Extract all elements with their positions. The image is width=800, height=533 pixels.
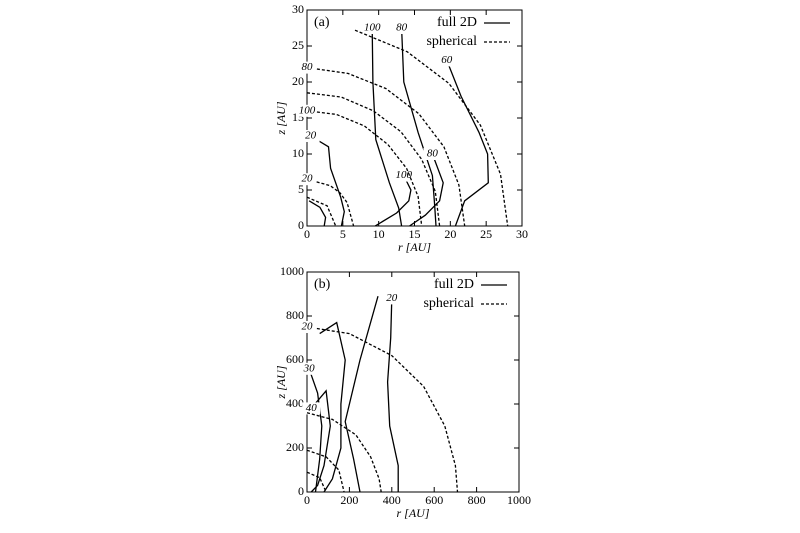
contour-label: 80 [427, 148, 439, 160]
y-tick-label: 0 [298, 484, 304, 498]
contour-label: 20 [302, 321, 314, 333]
contour-label: 20 [305, 130, 317, 142]
x-tick-label: 0 [304, 493, 310, 507]
y-tick-label: 0 [298, 218, 304, 232]
contour-line [306, 66, 466, 227]
contour-label: 60 [441, 54, 453, 66]
x-tick-label: 600 [425, 493, 443, 507]
contour-line [308, 368, 323, 493]
contour-line [310, 389, 331, 493]
contour-line [306, 449, 345, 493]
y-tick-label: 20 [292, 74, 304, 88]
contour-line [306, 110, 423, 227]
y-tick-label: 25 [292, 38, 304, 52]
panel-label: (a) [314, 15, 330, 30]
contour-label: 100 [299, 104, 316, 116]
contour-line [306, 412, 382, 493]
y-tick-label: 800 [286, 308, 304, 322]
contour-line [310, 135, 345, 227]
y-tick-label: 30 [292, 2, 304, 16]
contour-label-bg [301, 130, 320, 142]
contour-label-bg [298, 61, 316, 74]
contour-label: 100 [396, 169, 413, 181]
x-tick-label: 200 [340, 493, 358, 507]
contour-label-bg [423, 148, 442, 160]
x-tick-label: 25 [480, 227, 492, 241]
contour-line [400, 27, 437, 227]
y-tick-label: 200 [286, 440, 304, 454]
x-axis-label: r [AU] [398, 240, 431, 254]
legend-label: spherical [426, 34, 477, 49]
x-tick-label: 800 [468, 493, 486, 507]
contour-label-bg [298, 173, 316, 186]
contour-line [371, 27, 403, 227]
contour-label: 80 [396, 22, 408, 34]
contour-line [409, 153, 444, 227]
legend-label: spherical [423, 296, 474, 311]
contour-line [308, 200, 327, 227]
y-tick-label: 400 [286, 396, 304, 410]
x-tick-label: 400 [383, 493, 401, 507]
contour-label: 30 [303, 362, 316, 374]
legend-label: full 2D [437, 15, 477, 30]
y-tick-label: 600 [286, 352, 304, 366]
x-tick-label: 0 [304, 227, 310, 241]
contour-line [374, 175, 412, 227]
contour-line [306, 178, 355, 227]
contour-label: 20 [386, 292, 398, 304]
x-tick-label: 15 [409, 227, 421, 241]
contour-line [354, 29, 509, 227]
panel-label: (b) [314, 277, 331, 292]
contour-label: 20 [302, 173, 314, 185]
contour-label: 80 [302, 61, 314, 73]
legend-label: full 2D [434, 277, 474, 292]
contour-label-bg [382, 292, 401, 305]
y-tick-label: 10 [292, 146, 304, 160]
contour-label-bg [298, 104, 316, 117]
x-tick-label: 5 [340, 227, 346, 241]
y-tick-label: 1000 [280, 264, 304, 278]
y-axis-label: z [AU] [274, 101, 288, 135]
contour-label-bg [363, 22, 382, 34]
contour-label-bg [300, 362, 319, 375]
contour-line [306, 196, 337, 227]
plot-frame [306, 271, 520, 493]
x-tick-label: 10 [373, 227, 385, 241]
y-axis-label: z [AU] [274, 365, 288, 399]
contour-line [446, 60, 489, 227]
contour-label-bg [298, 321, 316, 333]
contour-line [344, 296, 379, 493]
contour-line [306, 326, 459, 493]
contour-line [319, 321, 346, 493]
contour-label-bg [302, 402, 321, 415]
contour-label-bg [394, 169, 413, 182]
x-tick-label: 20 [444, 227, 456, 241]
contour-label-bg [437, 54, 456, 67]
y-tick-label: 5 [298, 182, 304, 196]
contour-label: 40 [306, 402, 318, 414]
contour-line [386, 298, 399, 492]
x-tick-label: 30 [516, 227, 528, 241]
x-tick-label: 1000 [507, 493, 531, 507]
contour-label-bg [392, 22, 411, 34]
contour-label: 100 [364, 22, 381, 34]
x-axis-label: r [AU] [396, 506, 429, 520]
